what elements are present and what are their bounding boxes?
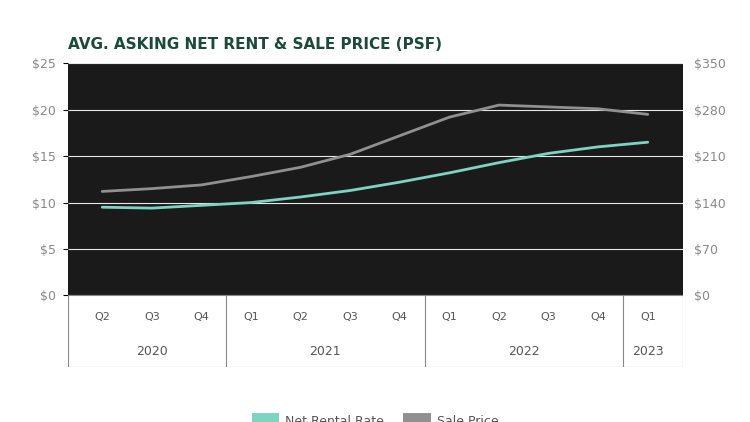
Text: Q3: Q3: [342, 312, 358, 322]
Text: 2020: 2020: [136, 345, 168, 358]
Text: 2021: 2021: [310, 345, 341, 358]
Text: Q2: Q2: [94, 312, 110, 322]
Text: Q4: Q4: [194, 312, 209, 322]
Text: Q1: Q1: [243, 312, 259, 322]
Text: Q3: Q3: [144, 312, 160, 322]
Text: 2023: 2023: [632, 345, 664, 358]
Text: Q4: Q4: [392, 312, 408, 322]
Text: Q1: Q1: [640, 312, 656, 322]
Text: Q4: Q4: [590, 312, 606, 322]
Legend: Net Rental Rate, Sale Price: Net Rental Rate, Sale Price: [247, 410, 503, 422]
Text: AVG. ASKING NET RENT & SALE PRICE (PSF): AVG. ASKING NET RENT & SALE PRICE (PSF): [68, 38, 442, 52]
Text: Q1: Q1: [442, 312, 458, 322]
Text: Q2: Q2: [491, 312, 507, 322]
Text: Q3: Q3: [541, 312, 556, 322]
Text: 2022: 2022: [508, 345, 539, 358]
Text: Q2: Q2: [292, 312, 308, 322]
